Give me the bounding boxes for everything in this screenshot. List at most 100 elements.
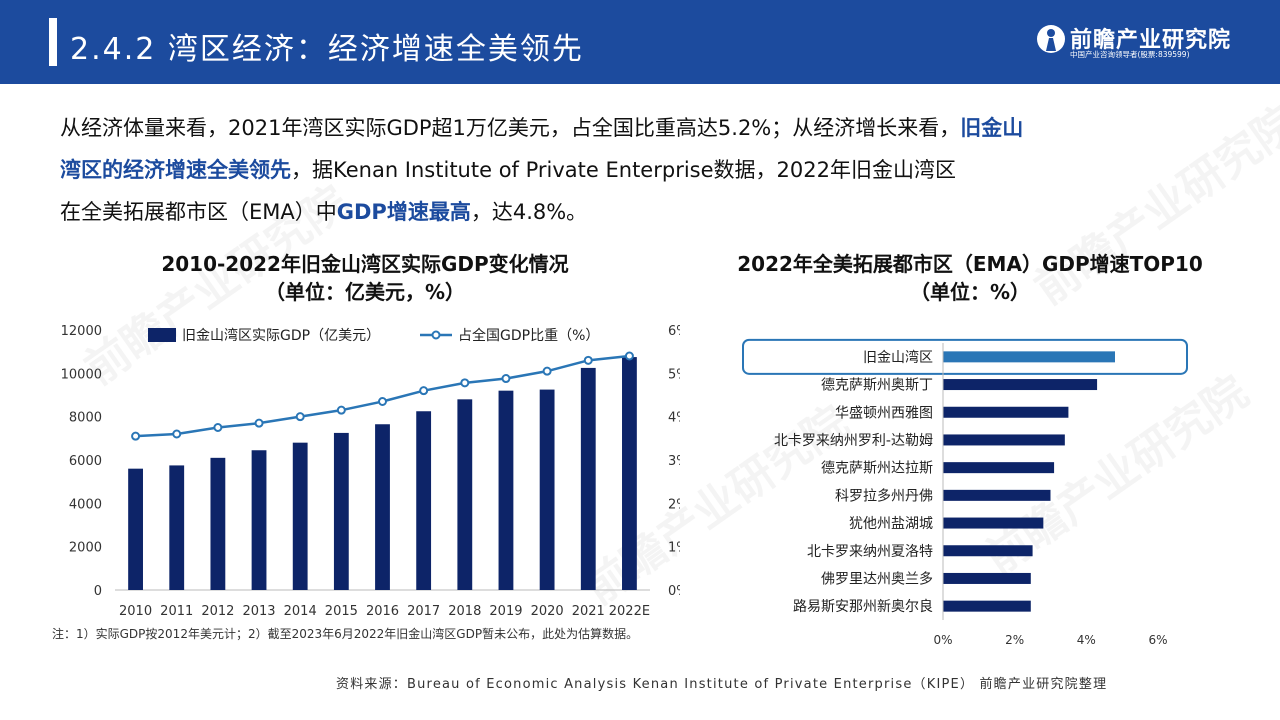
highlight-frame (742, 338, 1188, 375)
gdp-combo-chart: 0 2000 4000 6000 8000 10000 12000 0% 1% 2% 3% 4% 5% 6… (61, 324, 680, 619)
y2-axis-tick-label: 2% (668, 497, 680, 512)
gdp-bar (416, 411, 432, 590)
gdp-bar (580, 367, 596, 590)
x-axis-tick-label: 4% (1077, 633, 1096, 647)
y2-axis-tick-label: 0% (668, 584, 680, 599)
y-axis-tick-label: 10000 (61, 367, 102, 382)
x-axis-tick-label: 2011 (160, 604, 193, 619)
category-label: 北卡罗来纳州罗利-达勒姆 (774, 433, 933, 449)
gdp-bar (128, 468, 143, 590)
x-axis-tick-label: 2010 (119, 604, 152, 619)
share-line (135, 354, 630, 438)
header-accent-bar (49, 18, 57, 66)
brand-logo-icon (1037, 25, 1065, 53)
legend-swatch-line-marker (431, 330, 441, 340)
brand-tagline: 中国产业咨询领导者(股票:839599) (1070, 50, 1190, 59)
y-axis-tick-label: 2000 (69, 541, 102, 556)
legend-swatch-bar (148, 328, 176, 342)
y-axis-tick-label: 12000 (61, 324, 102, 339)
ema-growth-bar-chart: 旧金山湾区德克萨斯州奥斯丁华盛顿州西雅图北卡罗来纳州罗利-达勒姆德克萨斯州达拉斯… (742, 338, 1188, 647)
legend-label-line: 占全国GDP比重（%） (458, 327, 599, 344)
x-axis-tick-label: 2019 (489, 604, 522, 619)
chart-left-title: 2010-2022年旧金山湾区实际GDP变化情况 （单位：亿美元，%） (50, 250, 680, 306)
category-label: 华盛顿州西雅图 (835, 405, 933, 421)
x-axis-tick-label: 0% (933, 633, 952, 647)
y-axis-tick-label: 6000 (69, 454, 102, 469)
gdp-bar (498, 390, 514, 590)
intro-line-3: 在全美拓展都市区（EMA）中GDP增速最高，达4.8%。 (60, 200, 588, 224)
y2-axis-tick-label: 5% (668, 367, 680, 382)
growth-bar (943, 489, 1051, 501)
y2-axis-tick-label: 4% (668, 411, 680, 426)
chart-right-title-line: 2022年全美拓展都市区（EMA）GDP增速TOP10 (737, 252, 1203, 276)
gdp-bar (539, 389, 555, 590)
gdp-bar (457, 399, 473, 590)
share-point (336, 405, 346, 415)
category-label: 旧金山湾区 (863, 349, 933, 366)
y-axis-tick-label: 4000 (69, 497, 102, 512)
chart-footnote: 注：1）实际GDP按2012年美元计；2）截至2023年6月2022年旧金山湾区… (52, 627, 639, 641)
growth-bar (943, 434, 1065, 446)
y-axis-tick-label: 8000 (69, 411, 102, 426)
header-bar: 2.4.2 湾区经济：经济增速全美领先 前瞻产业研究院 中国产业咨询领导者(股票… (0, 0, 1280, 84)
x-axis-tick-label: 2% (1005, 633, 1024, 647)
growth-bar (943, 517, 1044, 529)
share-point (419, 386, 429, 396)
share-point (131, 431, 141, 441)
category-label: 德克萨斯州达拉斯 (821, 461, 933, 477)
gdp-bar (169, 465, 185, 590)
gdp-bar (292, 442, 308, 590)
share-point (542, 366, 552, 376)
x-axis-tick-label: 2017 (407, 604, 440, 619)
x-axis-tick-label: 2018 (448, 604, 481, 619)
legend-label-bar: 旧金山湾区实际GDP（亿美元） (182, 327, 380, 344)
x-axis-tick-label: 2014 (284, 604, 317, 619)
intro-line-1: 从经济体量来看，2021年湾区实际GDP超1万亿美元，占全国比重高达5.2%；从… (60, 116, 1024, 140)
x-axis-tick-label: 2021 (572, 604, 605, 619)
gdp-bar (333, 432, 349, 590)
category-label: 北卡罗来纳州夏洛特 (807, 544, 933, 560)
x-axis-tick-label: 2020 (531, 604, 564, 619)
share-point (501, 374, 511, 384)
y2-axis-tick-label: 6% (668, 324, 680, 339)
growth-bar (943, 351, 1115, 363)
share-point (254, 418, 264, 428)
category-label: 佛罗里达州奥兰多 (821, 570, 933, 587)
x-axis-tick-label: 2016 (366, 604, 399, 619)
intro-line-2: 湾区的经济增速全美领先，据Kenan Institute of Private … (60, 158, 956, 182)
category-label: 犹他州盐湖城 (849, 516, 933, 532)
gdp-bar (622, 357, 637, 590)
growth-bar (943, 462, 1055, 474)
chart-left-title-line: （单位：亿美元，%） (264, 280, 466, 304)
growth-bar (943, 406, 1069, 418)
x-axis-tick-label: 2012 (201, 604, 234, 619)
share-point (213, 423, 223, 432)
share-point (624, 351, 634, 361)
y2-axis-tick-label: 3% (668, 454, 680, 469)
growth-bar (943, 572, 1031, 584)
source-line: 资料来源：Bureau of Economic Analysis Kenan I… (336, 677, 1108, 692)
category-label: 德克萨斯州奥斯丁 (821, 377, 933, 394)
x-axis-tick-label: 2022E (609, 604, 650, 619)
growth-bar (943, 379, 1098, 391)
category-label: 路易斯安那州新奥尔良 (793, 598, 933, 615)
category-label: 科罗拉多州丹佛 (835, 487, 933, 504)
gdp-bar (210, 457, 226, 590)
chart-left-title-line: 2010-2022年旧金山湾区实际GDP变化情况 (161, 252, 569, 276)
brand-name: 前瞻产业研究院 (1070, 28, 1232, 53)
x-axis-tick-label: 2015 (325, 604, 358, 619)
y-axis-tick-label: 0 (94, 584, 102, 599)
chart-right-title-line: （单位：%） (909, 280, 1031, 304)
share-point (460, 378, 470, 388)
gdp-bar (251, 450, 267, 590)
growth-bar (943, 600, 1031, 612)
share-point (172, 429, 182, 439)
share-point (295, 412, 305, 422)
page-title: 2.4.2 湾区经济：经济增速全美领先 (70, 32, 584, 67)
x-axis-tick-label: 6% (1148, 633, 1167, 647)
brand-logo: 前瞻产业研究院 中国产业咨询领导者(股票:839599) (1036, 22, 1236, 62)
share-point (583, 355, 593, 365)
y2-axis-tick-label: 1% (668, 541, 680, 556)
growth-bar (943, 545, 1033, 557)
chart-right-title: 2022年全美拓展都市区（EMA）GDP增速TOP10 （单位：%） (700, 250, 1240, 306)
